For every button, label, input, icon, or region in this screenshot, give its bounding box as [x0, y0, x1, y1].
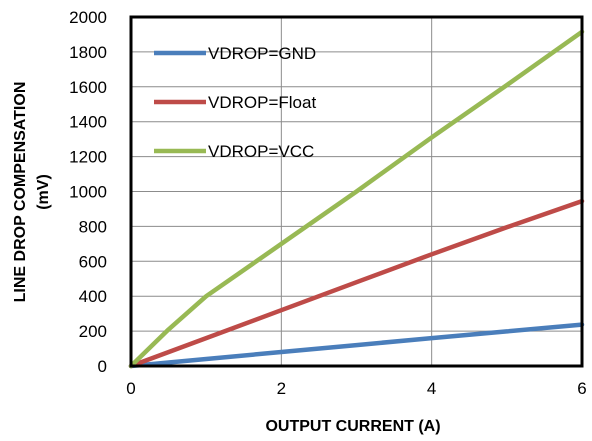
- plot-area-frame: [129, 15, 584, 368]
- y-tick-label: 1000: [69, 183, 107, 202]
- series-lines: [128, 29, 585, 369]
- series-line-2: [128, 198, 585, 369]
- legend-label: VDROP=GND: [208, 44, 316, 63]
- y-tick-label: 1200: [69, 148, 107, 167]
- series-line-3: [128, 29, 585, 369]
- y-tick-label: 0: [98, 357, 107, 376]
- x-axis-title: OUTPUT CURRENT (A): [265, 418, 440, 435]
- legend-label: VDROP=VCC: [208, 142, 314, 161]
- y-tick-label: 2000: [69, 8, 107, 27]
- y-tick-label: 200: [79, 322, 107, 341]
- y-tick-label: 600: [79, 252, 107, 271]
- x-tick-label: 6: [577, 379, 586, 398]
- y-axis-title-line1: LINE DROP COMPENSATION: [12, 82, 29, 303]
- y-axis-title-line2: (mV): [35, 174, 52, 210]
- y-axis-tick-labels: 0 200 400 600 800 1000 1200 1400 1600 1800 2000: [69, 8, 107, 376]
- y-tick-label: 1400: [69, 113, 107, 132]
- x-axis-tick-labels: 0 2 4 6: [126, 379, 586, 398]
- y-tick-label: 400: [79, 287, 107, 306]
- x-tick-label: 2: [277, 379, 286, 398]
- x-tick-label: 4: [427, 379, 436, 398]
- y-tick-label: 1800: [69, 43, 107, 62]
- x-tick-label: 0: [126, 379, 135, 398]
- legend: VDROP=GND VDROP=Float VDROP=VCC: [154, 44, 316, 161]
- y-tick-label: 800: [79, 217, 107, 236]
- legend-label: VDROP=Float: [208, 93, 316, 112]
- y-tick-label: 1600: [69, 78, 107, 97]
- series-line-1: [128, 322, 585, 369]
